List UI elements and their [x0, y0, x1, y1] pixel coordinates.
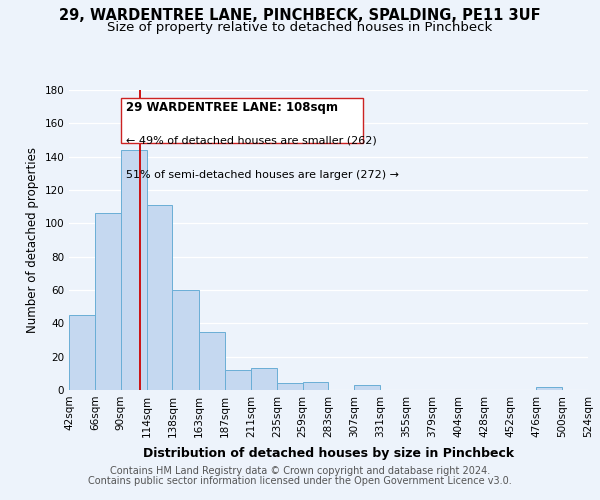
Bar: [95, 214, 121, 390]
Text: 29 WARDENTREE LANE: 108sqm: 29 WARDENTREE LANE: 108sqm: [126, 102, 338, 114]
Y-axis label: Number of detached properties: Number of detached properties: [26, 147, 39, 333]
Bar: [277, 384, 302, 390]
Text: Distribution of detached houses by size in Pinchbeck: Distribution of detached houses by size …: [143, 448, 514, 460]
Text: 51% of semi-detached houses are larger (272) →: 51% of semi-detached houses are larger (…: [126, 170, 399, 180]
Bar: [302, 382, 329, 390]
Bar: [146, 205, 172, 390]
Bar: [199, 332, 225, 390]
Bar: [536, 386, 562, 390]
Bar: [69, 315, 95, 390]
Bar: [355, 385, 380, 390]
FancyBboxPatch shape: [121, 98, 363, 144]
Bar: [251, 368, 277, 390]
Text: ← 49% of detached houses are smaller (262): ← 49% of detached houses are smaller (26…: [126, 136, 377, 146]
Text: Contains HM Land Registry data © Crown copyright and database right 2024.: Contains HM Land Registry data © Crown c…: [110, 466, 490, 476]
Text: Size of property relative to detached houses in Pinchbeck: Size of property relative to detached ho…: [107, 21, 493, 34]
Bar: [225, 370, 251, 390]
Text: Contains public sector information licensed under the Open Government Licence v3: Contains public sector information licen…: [88, 476, 512, 486]
Text: 29, WARDENTREE LANE, PINCHBECK, SPALDING, PE11 3UF: 29, WARDENTREE LANE, PINCHBECK, SPALDING…: [59, 8, 541, 22]
Bar: [121, 150, 146, 390]
Bar: [172, 290, 199, 390]
